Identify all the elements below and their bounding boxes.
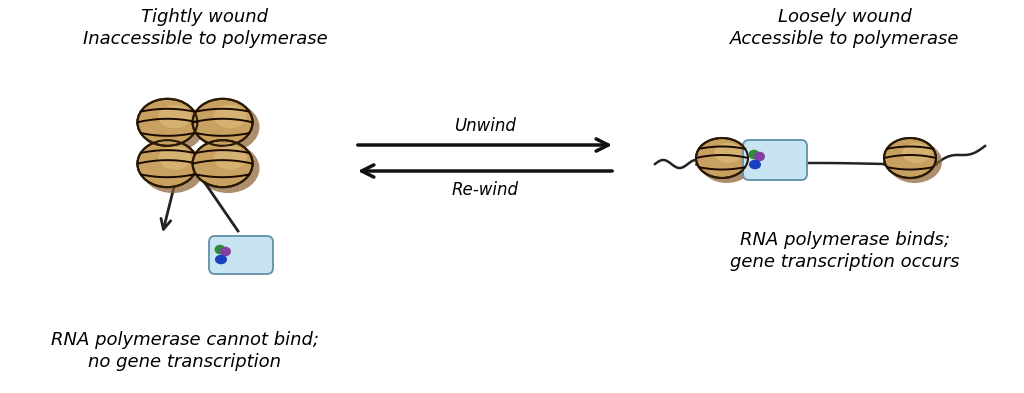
- Ellipse shape: [214, 245, 225, 254]
- Text: Inaccessible to polymerase: Inaccessible to polymerase: [83, 30, 328, 48]
- Ellipse shape: [137, 140, 198, 187]
- Ellipse shape: [197, 144, 259, 193]
- Ellipse shape: [141, 102, 205, 152]
- Text: gene transcription occurs: gene transcription occurs: [730, 253, 959, 271]
- Ellipse shape: [141, 144, 205, 193]
- Ellipse shape: [214, 146, 247, 169]
- Ellipse shape: [754, 152, 765, 161]
- Text: RNA polymerase binds;: RNA polymerase binds;: [740, 231, 950, 249]
- Ellipse shape: [714, 143, 742, 163]
- Text: no gene transcription: no gene transcription: [88, 353, 282, 371]
- Ellipse shape: [137, 99, 198, 146]
- Ellipse shape: [193, 99, 253, 146]
- Ellipse shape: [220, 247, 231, 256]
- Ellipse shape: [699, 141, 754, 183]
- Text: Tightly wound: Tightly wound: [141, 8, 268, 26]
- Text: RNA polymerase cannot bind;: RNA polymerase cannot bind;: [51, 331, 319, 349]
- Text: Re-wind: Re-wind: [452, 181, 518, 199]
- Ellipse shape: [696, 138, 748, 178]
- Ellipse shape: [884, 138, 936, 178]
- Ellipse shape: [197, 102, 259, 152]
- Text: Loosely wound: Loosely wound: [778, 8, 912, 26]
- Ellipse shape: [749, 160, 761, 169]
- Ellipse shape: [193, 140, 253, 187]
- Text: Unwind: Unwind: [454, 117, 516, 135]
- Text: Accessible to polymerase: Accessible to polymerase: [730, 30, 959, 48]
- Ellipse shape: [749, 150, 760, 159]
- Ellipse shape: [902, 143, 931, 163]
- Ellipse shape: [159, 105, 191, 128]
- Ellipse shape: [159, 146, 191, 169]
- Ellipse shape: [214, 105, 247, 128]
- FancyBboxPatch shape: [209, 236, 273, 274]
- FancyBboxPatch shape: [743, 140, 807, 180]
- Ellipse shape: [888, 141, 942, 183]
- Ellipse shape: [215, 255, 227, 264]
